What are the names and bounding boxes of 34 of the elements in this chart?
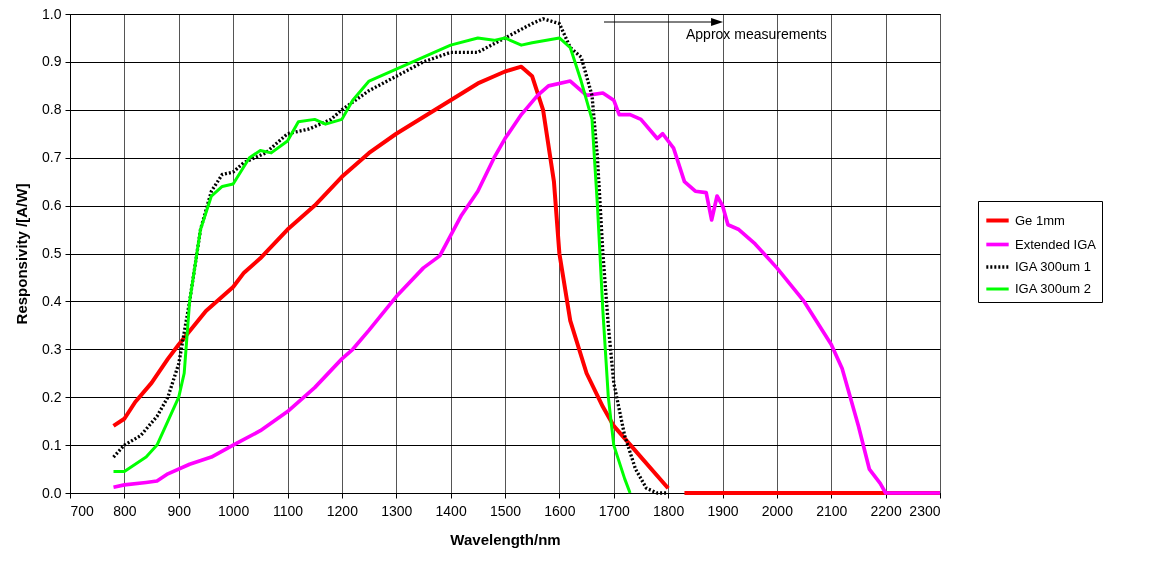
x-tick-label: 1200 [326, 502, 359, 519]
x-tick-label: 1000 [218, 502, 250, 519]
y-tick-label: 0.7 [42, 149, 62, 166]
y-tick-label: 0.2 [42, 388, 62, 405]
legend-label: Extended IGA [1015, 236, 1097, 252]
y-tick-label: 1.0 [42, 5, 62, 22]
x-tick-label: 800 [113, 502, 137, 519]
y-tick-label: 0.1 [42, 436, 62, 453]
x-axis-title: Wavelength/nm [450, 530, 561, 548]
y-tick-label: 0.9 [42, 53, 62, 70]
y-tick-label: 0.3 [42, 340, 62, 357]
y-tick-label: 0.8 [42, 101, 62, 118]
y-tick-label: 0.0 [42, 484, 62, 501]
x-tick-label: 2300 [909, 502, 941, 519]
x-tick-label: 1500 [489, 502, 522, 519]
x-tick-label: 2200 [870, 502, 902, 519]
x-tick-label: 2000 [761, 502, 794, 519]
x-tick-label: 1600 [544, 502, 576, 519]
legend-label: Ge 1mm [1015, 212, 1065, 228]
x-tick-label: 1400 [435, 502, 467, 519]
x-tick-label: 1800 [653, 502, 685, 519]
legend-label: IGA 300um 2 [1015, 281, 1091, 296]
x-tick-label: 1100 [272, 502, 304, 519]
y-tick-label: 0.4 [42, 292, 62, 309]
x-tick-label: 1900 [707, 502, 739, 519]
x-tick-label: 900 [167, 502, 192, 519]
y-tick-label: 0.5 [42, 245, 62, 261]
x-tick-label: 700 [70, 502, 95, 519]
x-tick-label: 1700 [598, 502, 631, 519]
y-tick-label: 0.6 [42, 197, 62, 214]
y-axis-title: Responsivity /[A/W] [13, 183, 31, 325]
x-tick-label: 2100 [816, 502, 848, 519]
legend-label: IGA 300um 1 [1015, 259, 1091, 274]
x-tick-label: 1300 [381, 502, 413, 519]
